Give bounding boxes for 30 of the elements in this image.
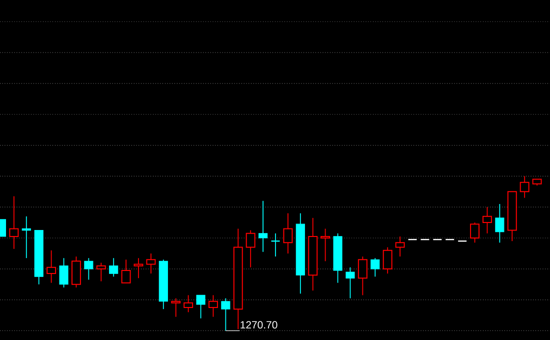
candlestick (134, 258, 144, 279)
candlestick (283, 212, 293, 254)
candlestick (71, 256, 81, 288)
candlestick (358, 256, 368, 296)
candlestick (171, 298, 181, 318)
candlestick (84, 258, 94, 280)
candlestick (9, 196, 19, 250)
candlestick (96, 262, 106, 282)
candlestick (46, 250, 56, 284)
candlestick (258, 200, 268, 252)
candlestick (246, 230, 256, 268)
candlestick (59, 258, 68, 288)
candlestick (482, 206, 492, 234)
candlestick (520, 176, 530, 198)
candlestick (22, 216, 31, 259)
candlestick (208, 294, 218, 318)
candlestick (109, 258, 118, 278)
candlestick (470, 222, 480, 244)
candlestick (346, 266, 355, 299)
candlestick (184, 294, 194, 313)
candlestick (221, 298, 230, 332)
candlestick (495, 204, 504, 244)
candlestick (320, 228, 330, 262)
candlestick (121, 259, 131, 284)
candlestick (382, 246, 392, 274)
candlestick (196, 294, 206, 319)
candlestick (395, 236, 405, 257)
candlestick (146, 253, 156, 274)
candlestick (370, 258, 380, 278)
annotation: 1270.70 (240, 321, 278, 329)
